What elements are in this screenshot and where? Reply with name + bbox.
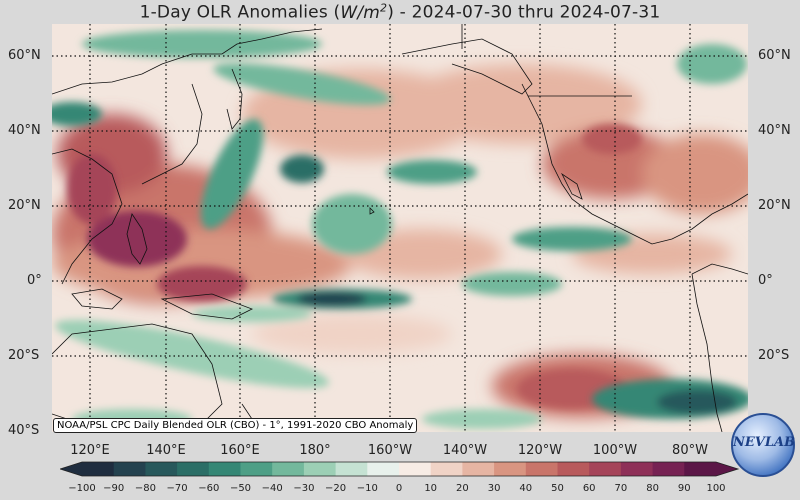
lon-label-100w: 100°W (592, 443, 638, 458)
lat-label-right-20s: 20°S (758, 348, 790, 363)
lon-label-120w: 120°W (517, 443, 563, 458)
lat-label-left-20n: 20°N (8, 198, 41, 213)
title-unit: W/m2 (340, 1, 388, 23)
colorbar-tick-label: 40 (519, 483, 533, 494)
colorbar-segment (82, 462, 115, 476)
colorbar-tick-label: 70 (614, 483, 628, 494)
colorbar-segment (367, 462, 400, 476)
lat-label-left-20s: 20°S (8, 348, 40, 363)
lon-label-180: 180° (299, 443, 331, 458)
coastline-icon (52, 28, 748, 432)
colorbar-tick-label: −20 (325, 483, 347, 494)
colorbar-tick-label: −10 (356, 483, 378, 494)
colorbar-segment (494, 462, 527, 476)
colorbar-segment (652, 462, 685, 476)
title-suffix: ) - 2024-07-30 thru 2024-07-31 (387, 2, 661, 23)
lat-label-left-eq: 0° (27, 273, 42, 288)
map-title: 1-Day OLR Anomalies (W/m2) - 2024-07-30 … (0, 1, 800, 23)
colorbar-segment (303, 462, 337, 476)
negative-anomaly-layer (52, 30, 748, 429)
colorbar-segment (208, 462, 241, 476)
colorbar-tick-label: 80 (646, 483, 659, 494)
colorbar-segment (272, 462, 305, 476)
colorbar-tick-label: −80 (134, 483, 156, 494)
graticule (52, 24, 748, 432)
lon-label-160w: 160°W (367, 443, 413, 458)
lon-label-140e: 140°E (146, 443, 186, 458)
colorbar-segment (589, 462, 622, 476)
colorbar-segment (525, 462, 558, 476)
lon-label-120e: 120°E (70, 443, 110, 458)
colorbar-tick-label: 10 (424, 483, 438, 494)
colorbar-tick-label: 100 (706, 483, 726, 494)
olr-anomaly-map (52, 24, 748, 432)
colorbar-tick-label: 50 (551, 483, 564, 494)
colorbar-tick-label: −50 (229, 483, 252, 494)
colorbar-segment (240, 462, 273, 476)
lon-label-80w: 80°W (672, 443, 708, 458)
title-unit-main: W/m (340, 2, 381, 23)
lon-label-140w: 140°W (442, 443, 488, 458)
lat-label-right-60n: 60°N (758, 48, 791, 63)
colorbar-segment (335, 462, 368, 476)
colorbar-segment (145, 462, 178, 476)
lat-label-left-60n: 60°N (8, 48, 41, 63)
colorbar-tick-label: −60 (198, 483, 220, 494)
colorbar-extend-low (60, 462, 82, 476)
lon-label-160e: 160°E (220, 443, 260, 458)
colorbar-segment (557, 462, 590, 476)
colorbar-tick-label: −30 (293, 483, 315, 494)
colorbar-tick-label: −40 (261, 483, 283, 494)
lat-label-right-eq: 0° (758, 273, 773, 288)
colorbar-tick-label: −90 (103, 483, 125, 494)
colorbar-frame (60, 461, 740, 477)
colorbar-segment (399, 462, 432, 476)
colorbar-segment (177, 462, 210, 476)
colorbar-segment (684, 462, 717, 476)
title-unit-exp: 2 (380, 1, 388, 14)
lat-label-left-40s: 40°S (8, 423, 40, 438)
data-source-note: NOAA/PSL CPC Daily Blended OLR (CBO) - 1… (53, 418, 418, 433)
colorbar-tick-label: 60 (582, 483, 596, 494)
colorbar-tick-label: −70 (166, 483, 188, 494)
title-prefix: 1-Day OLR Anomalies ( (139, 2, 341, 23)
colorbar-segment (113, 462, 146, 476)
colorbar-segment (620, 462, 654, 476)
colorbar (60, 461, 740, 477)
colorbar-tick-label: 90 (677, 483, 691, 494)
colorbar-tick-label: 0 (395, 483, 403, 494)
colorbar-tick-label: −100 (68, 483, 96, 494)
colorbar-segment (462, 462, 495, 476)
lat-label-right-20n: 20°N (758, 198, 791, 213)
noaa-lab-logo-icon: NEVLAB (731, 413, 795, 477)
colorbar-segment (430, 462, 463, 476)
logo-text: NEVLAB (733, 435, 796, 450)
colorbar-tick-label: 20 (456, 483, 469, 494)
map-canvas (52, 24, 748, 432)
colorbar-extend-high (716, 462, 738, 476)
lat-label-right-40n: 40°N (758, 123, 791, 138)
lat-label-left-40n: 40°N (8, 123, 41, 138)
colorbar-tick-label: 30 (487, 483, 501, 494)
